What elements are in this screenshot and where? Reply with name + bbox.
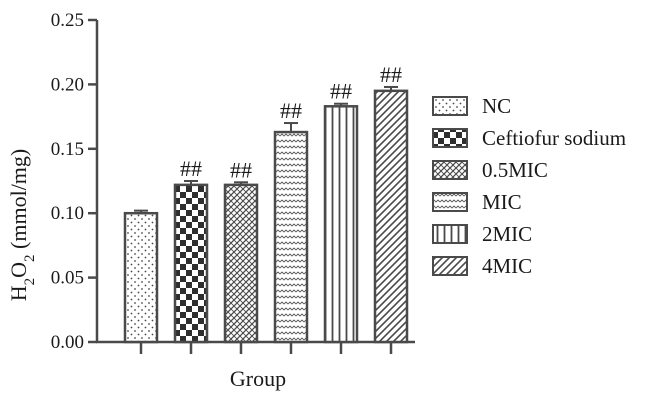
bar [373,89,409,344]
legend-swatch [432,256,468,276]
bar [123,211,159,344]
legend-label: Ceftiofur sodium [482,126,626,150]
bar [173,183,209,344]
bar [273,130,309,344]
legend-label: MIC [482,190,522,214]
legend-label: 2MIC [482,222,532,246]
y-axis-title: H2O2 (mmol/mg) [6,149,38,302]
legend: NC Ceftiofur sodium 0.5MIC MIC 2MIC 4MIC [432,94,626,278]
bar [323,105,359,344]
legend-swatch [432,160,468,180]
legend-label: 0.5MIC [482,158,548,182]
y-axis-title-o: O [6,262,31,278]
x-axis-title: Group [230,366,286,391]
y-tick-label: 0.05 [51,268,84,289]
y-axis-title-sub2: 2 [22,254,38,262]
legend-swatch [432,192,468,212]
bar [223,183,259,344]
y-axis-title-unit: (mmol/mg) [6,149,31,255]
y-axis-title-sub1: 2 [22,278,38,286]
y-tick-label: 0.25 [51,10,84,31]
significance-label: ## [380,62,402,87]
y-axis-title-h: H [6,285,31,301]
y-tick-label: 0.00 [51,332,84,353]
significance-label: ## [280,98,302,123]
legend-swatch [432,128,468,148]
significance-label: ## [180,156,202,181]
y-tick-label: 0.10 [51,203,84,224]
legend-label: 4MIC [482,254,532,278]
y-tick-label: 0.20 [51,74,84,95]
legend-swatch [432,224,468,244]
legend-swatch [432,96,468,116]
y-tick-label: 0.15 [51,139,84,160]
legend-label: NC [482,94,511,118]
significance-label: ## [330,79,352,104]
bars: ## ## ## ## ## [123,62,409,344]
significance-label: ## [230,157,252,182]
